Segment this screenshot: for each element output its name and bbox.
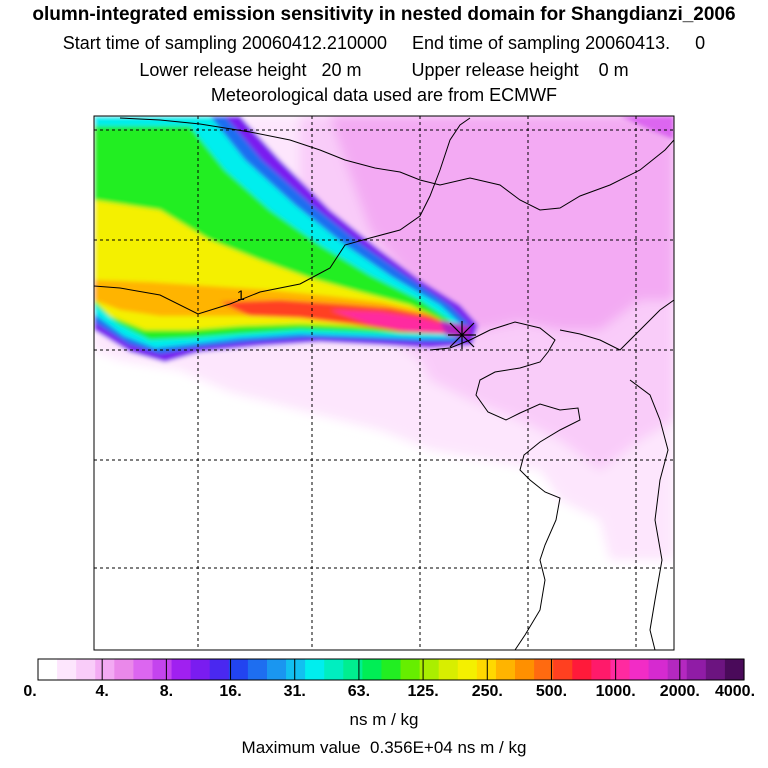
colorbar-cell [343,659,363,680]
band-magenta [330,310,455,334]
colorbar-tick-label: 1000. [595,683,636,700]
colorbar-cell [457,659,478,680]
colorbar-cell [515,659,535,680]
colorbar-cell [57,659,77,680]
chart-title: olumn-integrated emission sensitivity in… [32,4,736,25]
colorbar-cell [381,659,402,680]
colorbar-cell [419,659,440,680]
maximum-value: Maximum value 0.356E+04 ns m / kg [241,738,527,757]
border-lines [94,117,674,650]
colorbar-tick-label: 250. [471,683,503,700]
shade-corner [620,116,674,140]
colorbar-cell [705,659,726,680]
colorbar-cell [114,659,135,680]
map-frame [93,115,675,651]
colorbar-tick-label: 2000. [659,683,700,700]
colorbar-cell [495,659,516,680]
colorbar-cell [133,659,154,680]
colorbar-tick-label: 4. [95,683,109,700]
grid-lines [94,116,674,650]
colorbar-cell [247,659,268,680]
colorbar-cell [686,659,707,680]
colorbar-tick-label: 16. [219,683,242,700]
sampling-times: Start time of sampling 20060412.210000 E… [62,33,706,53]
colorbar-cell [610,659,631,680]
release-heights: Lower release height 20 m Upper release … [139,60,629,80]
colorbar-tick-label: 125. [407,683,439,700]
colorbar-cell [209,659,230,680]
colorbar-tick-label: 4000. [714,683,756,700]
colorbar-cell [362,659,383,680]
colorbar-cell [324,659,344,680]
release-site-marker [448,321,476,349]
colorbar-cell [95,659,115,680]
colorbar-cell [476,659,497,680]
colorbar-frame [37,658,745,681]
colorbar-cell [534,659,554,680]
colorbar-cell [152,659,173,680]
colorbar-cell [648,659,669,680]
colorbar-tick-label: 8. [159,683,174,700]
colorbar-cell [190,659,211,680]
colorbar-cell [553,659,573,680]
colorbar-cell [76,659,96,680]
colorbar [37,658,745,681]
colorbar-tick-label: 0. [23,683,37,700]
colorbar-cell [266,659,287,680]
met-data-source: Meteorological data used are from ECMWF [210,85,558,105]
colorbar-tick-label: 31. [283,683,306,700]
colorbar-cell [724,659,745,680]
colorbar-tick-label: 500. [535,683,568,700]
colorbar-cell [286,659,306,680]
colorbar-cell [171,659,192,680]
colorbar-tick-label: 63. [347,683,371,700]
contour-label: 1 [237,287,245,303]
shade-lilac [330,116,674,330]
colorbar-units: ns m / kg [349,710,419,729]
colorbar-cell [400,659,421,680]
colorbar-cell [572,659,592,680]
colorbar-cell [438,659,459,680]
colorbar-cell [38,659,58,680]
colorbar-cell [591,659,612,680]
colorbar-cell [629,659,650,680]
colorbar-cell [228,659,249,680]
colorbar-cell [305,659,325,680]
colorbar-cell [667,659,688,680]
plume-shading [94,116,674,560]
